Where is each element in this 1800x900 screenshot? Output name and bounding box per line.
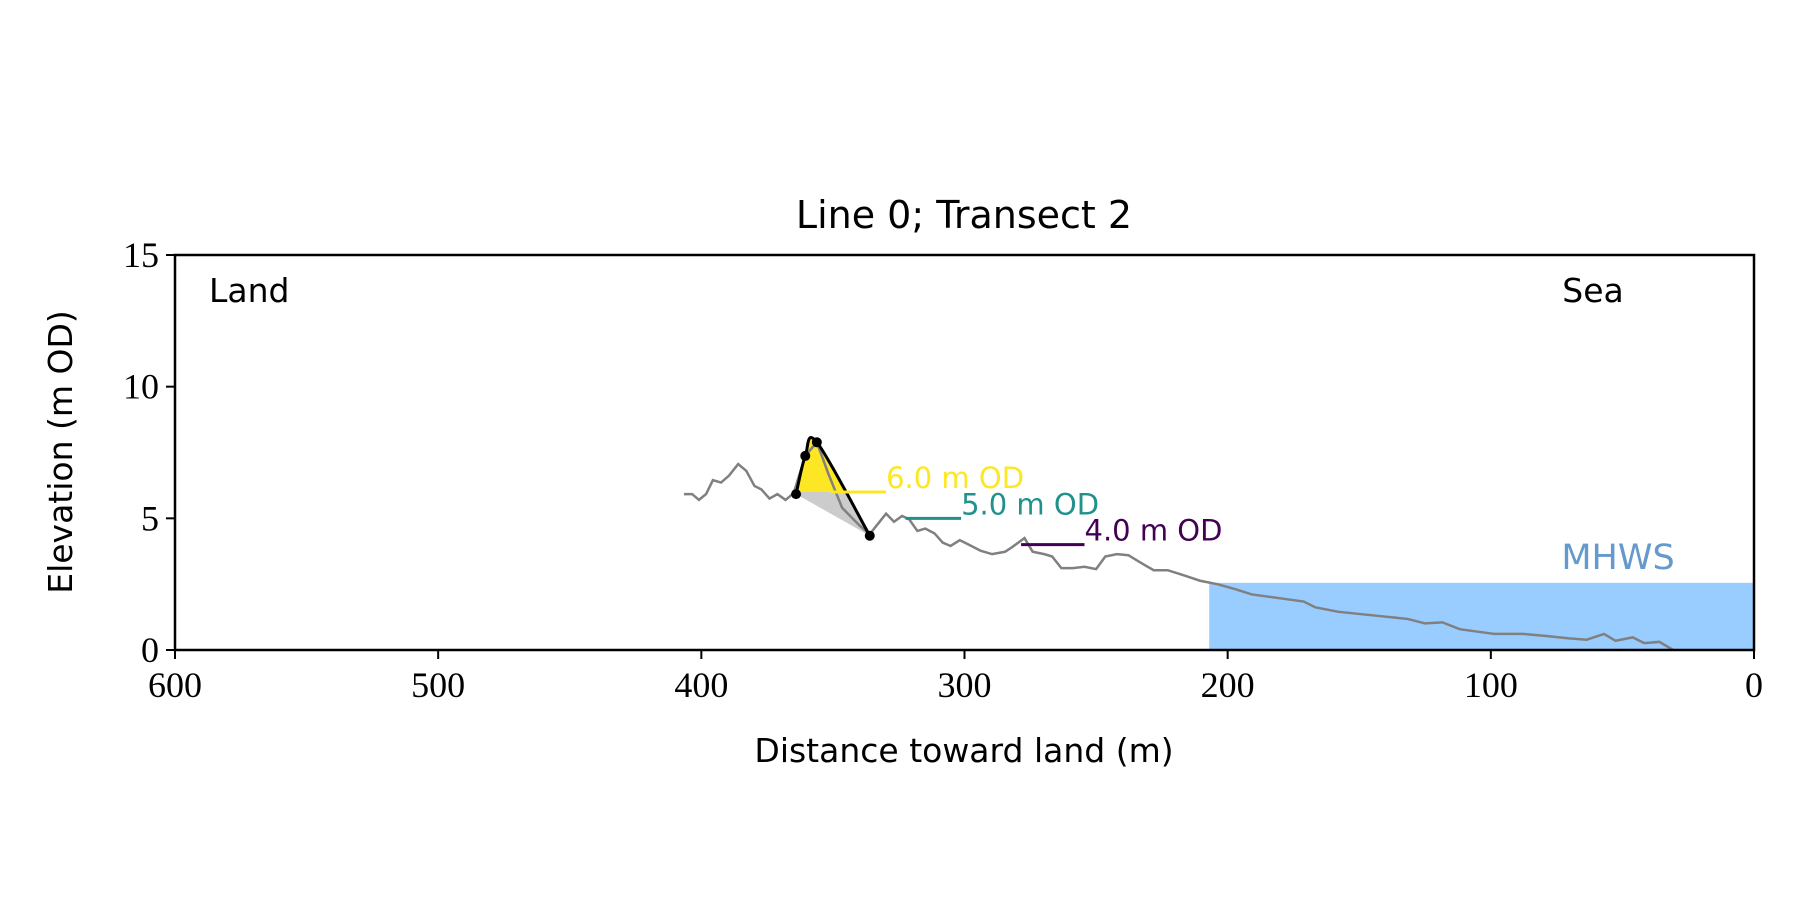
land-label: Land: [209, 271, 289, 310]
dune-point: [800, 450, 811, 461]
dune-line: [794, 436, 872, 537]
x-tick-label: 500: [411, 665, 465, 705]
x-tick-label: 300: [938, 665, 992, 705]
x-tick-label: 600: [148, 665, 202, 705]
contour-label: 4.0 m OD: [1085, 514, 1223, 548]
contour-label: 6.0 m OD: [886, 461, 1024, 495]
y-axis-label: Elevation (m OD): [41, 310, 80, 594]
dune-point: [791, 489, 802, 500]
x-tick-label: 100: [1464, 665, 1518, 705]
mhws-area: [1209, 582, 1754, 650]
profile-line: [683, 439, 1674, 650]
dune-point: [811, 437, 822, 448]
y-tick-label: 10: [123, 367, 159, 407]
mhws-label: MHWS: [1561, 538, 1674, 578]
y-tick-label: 15: [123, 235, 159, 275]
sea-label: Sea: [1562, 271, 1623, 310]
y-tick-label: 5: [141, 498, 159, 538]
chart-title: Line 0; Transect 2: [796, 193, 1132, 237]
dune-point: [864, 530, 875, 541]
x-tick-label: 200: [1201, 665, 1255, 705]
x-tick-label: 400: [674, 665, 728, 705]
x-axis-label: Distance toward land (m): [754, 731, 1173, 770]
contour-label: 5.0 m OD: [961, 487, 1099, 521]
y-tick-label: 0: [141, 630, 159, 670]
x-tick-label: 0: [1745, 665, 1763, 705]
